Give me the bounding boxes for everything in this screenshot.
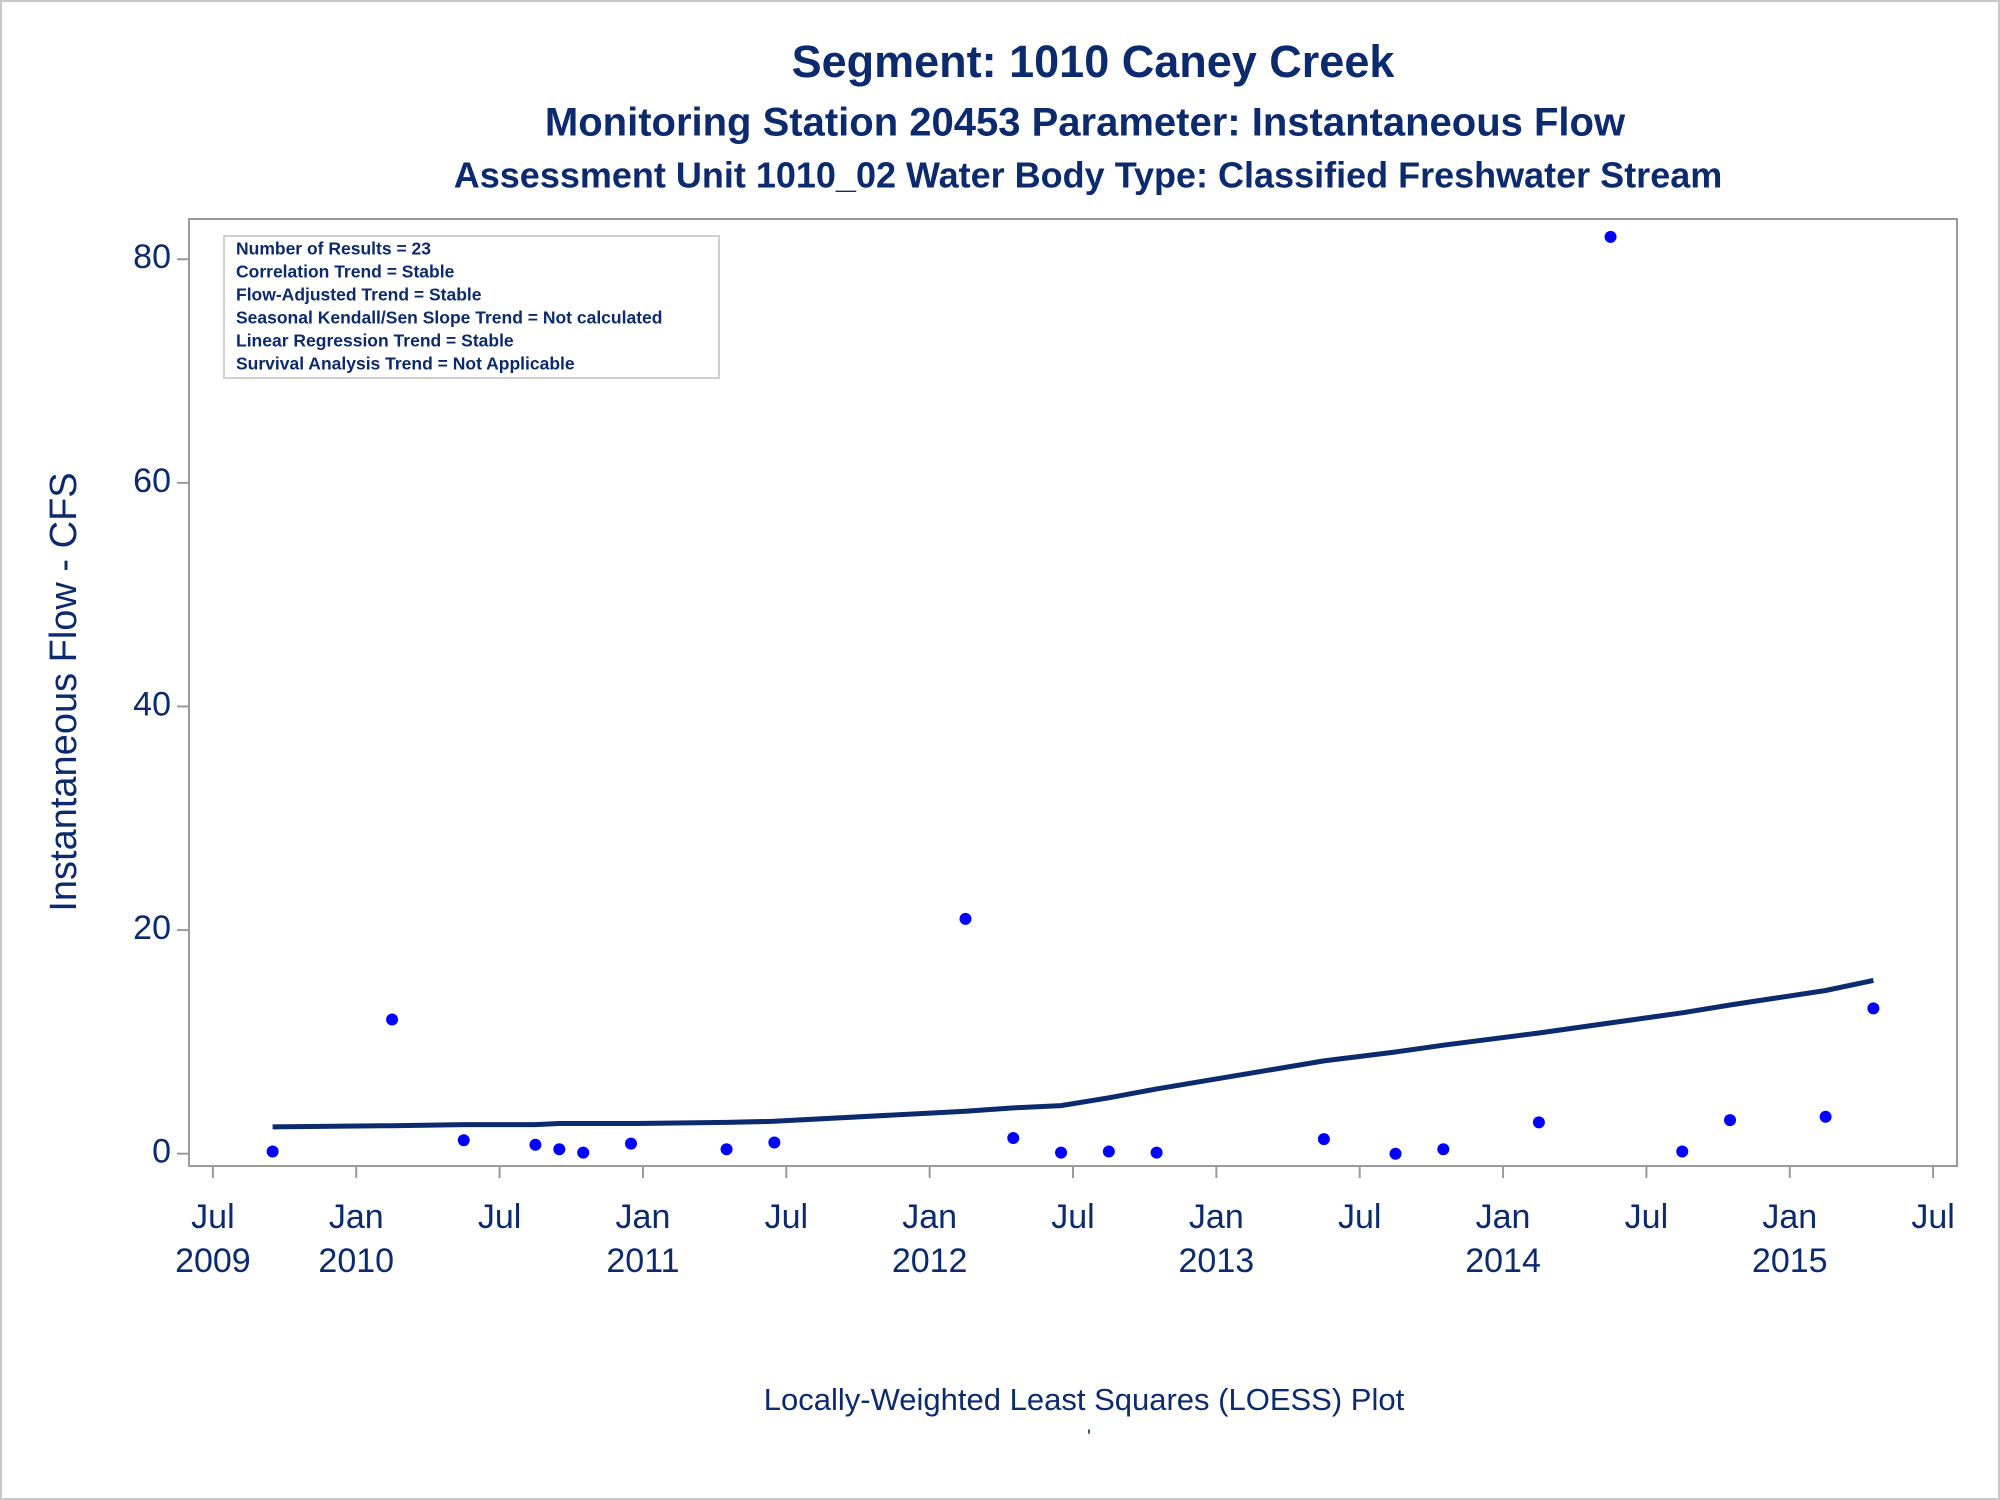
data-point bbox=[529, 1138, 542, 1151]
data-point bbox=[1819, 1110, 1832, 1123]
x-tick-label: Jan 2011 bbox=[606, 1198, 679, 1280]
chart-subtitle: Monitoring Station 20453 Parameter: Inst… bbox=[545, 101, 1626, 145]
data-point bbox=[1007, 1132, 1020, 1145]
data-point bbox=[1150, 1146, 1163, 1159]
y-tick-label: 40 bbox=[133, 685, 171, 723]
chart-title: Segment: 1010 Caney Creek bbox=[792, 36, 1396, 87]
y-tick-label: 0 bbox=[152, 1133, 171, 1171]
data-point bbox=[577, 1146, 590, 1159]
stats-box bbox=[223, 235, 720, 379]
stats-line: Number of Results = 23 bbox=[236, 239, 431, 259]
data-point bbox=[625, 1137, 637, 1150]
data-point bbox=[553, 1143, 566, 1156]
x-tick-label: Jul bbox=[1911, 1198, 1954, 1236]
footnote: Locally-Weighted Least Squares (LOESS) P… bbox=[764, 1382, 1405, 1417]
x-tick-label: Jul bbox=[1625, 1198, 1668, 1236]
y-axis-label: Instantaneous Flow - CFS bbox=[43, 472, 85, 911]
data-point bbox=[1724, 1114, 1737, 1127]
x-tick-label: Jul 2009 bbox=[175, 1198, 251, 1280]
x-tick-label: Jan 2015 bbox=[1752, 1198, 1828, 1280]
data-point bbox=[1532, 1116, 1545, 1129]
data-point bbox=[1055, 1146, 1068, 1159]
chart-subtitle: Assessment Unit 1010_02 Water Body Type:… bbox=[454, 155, 1723, 196]
data-point bbox=[1389, 1147, 1402, 1160]
x-tick-label: Jul bbox=[478, 1198, 521, 1236]
data-point bbox=[1102, 1145, 1115, 1158]
stats-line: Linear Regression Trend = Stable bbox=[236, 331, 514, 351]
data-point bbox=[720, 1143, 733, 1156]
data-point bbox=[386, 1013, 399, 1026]
data-point bbox=[457, 1134, 470, 1147]
data-point bbox=[1676, 1145, 1689, 1158]
data-point bbox=[959, 912, 972, 925]
data-point bbox=[1437, 1143, 1450, 1156]
y-tick-label: 80 bbox=[133, 238, 171, 276]
x-tick-label: Jul bbox=[765, 1198, 808, 1236]
x-tick-label: Jan 2010 bbox=[318, 1198, 394, 1280]
stats-line: Survival Analysis Trend = Not Applicable bbox=[236, 354, 575, 374]
stats-line: Seasonal Kendall/Sen Slope Trend = Not c… bbox=[236, 308, 662, 328]
stats-line: Flow-Adjusted Trend = Stable bbox=[236, 285, 482, 305]
data-point bbox=[1867, 1002, 1880, 1015]
y-tick-label: 20 bbox=[133, 909, 171, 947]
stats-line: Correlation Trend = Stable bbox=[236, 262, 455, 282]
y-tick-label: 60 bbox=[133, 462, 171, 500]
data-point bbox=[1317, 1133, 1330, 1146]
loess-line bbox=[272, 977, 1874, 1130]
x-tick-label: Jul bbox=[1051, 1198, 1094, 1236]
x-tick-label: Jan 2012 bbox=[892, 1198, 968, 1280]
data-point bbox=[1604, 230, 1617, 243]
data-point bbox=[266, 1145, 279, 1158]
x-tick-label: Jan 2014 bbox=[1465, 1198, 1541, 1280]
data-point bbox=[768, 1136, 781, 1149]
x-tick-label: Jan 2013 bbox=[1179, 1198, 1255, 1280]
x-tick-label: Jul bbox=[1338, 1198, 1381, 1236]
footnote: ' bbox=[1087, 1426, 1091, 1448]
